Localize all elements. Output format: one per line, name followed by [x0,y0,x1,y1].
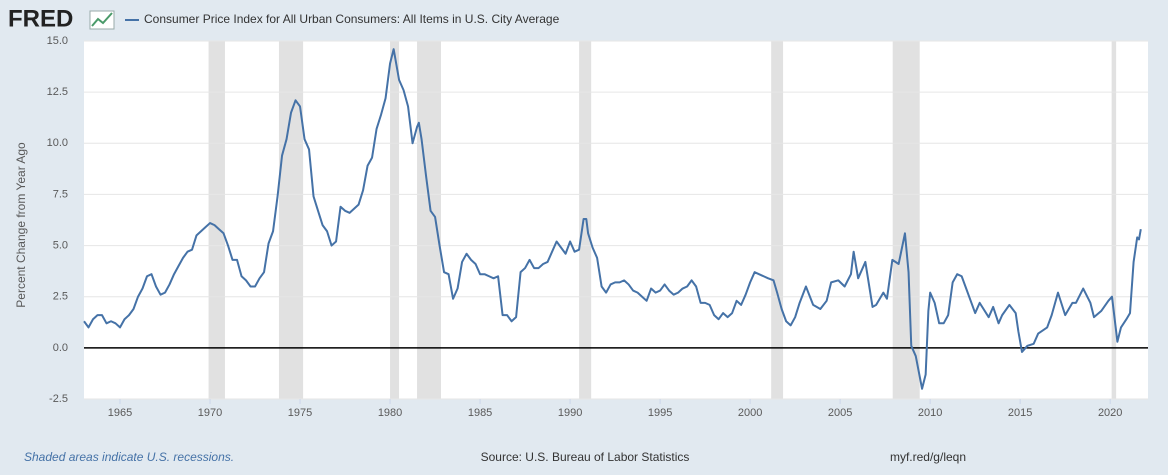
recession-band [390,41,400,399]
recession-band [892,41,920,399]
logo: FRED [8,5,73,32]
x-tick-label: 2005 [828,407,852,419]
x-tick-label: 2010 [918,407,942,419]
y-tick-label: 10.0 [47,137,68,149]
x-tick-label: 1995 [648,407,672,419]
y-tick-label: 0.0 [53,342,68,354]
logo-icon [89,10,115,30]
x-tick-label: 2015 [1008,407,1032,419]
recession-band [579,41,592,399]
x-tick-label: 1975 [288,407,312,419]
x-tick-label: 1970 [198,407,222,419]
y-axis-label: Percent Change from Year Ago [14,142,28,308]
x-tick-label: 1990 [558,407,582,419]
plot-area [84,41,1148,399]
x-tick-label: 1965 [108,407,132,419]
legend-label: Consumer Price Index for All Urban Consu… [144,12,560,26]
footer-source: Source: U.S. Bureau of Labor Statistics [481,450,690,464]
y-tick-label: 7.5 [53,188,68,200]
recession-band [278,41,304,399]
recession-band [1111,41,1117,399]
footer-link[interactable]: myf.red/g/leqn [890,450,966,464]
x-tick-label: 2000 [738,407,762,419]
recession-band [771,41,784,399]
y-tick-label: 12.5 [47,86,68,98]
x-tick-label: 2020 [1098,407,1122,419]
y-tick-label: -2.5 [49,393,68,405]
y-tick-label: 15.0 [47,35,68,47]
y-tick-label: 2.5 [53,291,68,303]
x-tick-label: 1985 [468,407,492,419]
recession-band [208,41,225,399]
footer-note: Shaded areas indicate U.S. recessions. [24,450,234,464]
recession-band [417,41,442,399]
series-line [83,48,1142,390]
plot-layer [83,40,1148,404]
y-tick-label: 5.0 [53,239,68,251]
x-tick-label: 1980 [378,407,402,419]
